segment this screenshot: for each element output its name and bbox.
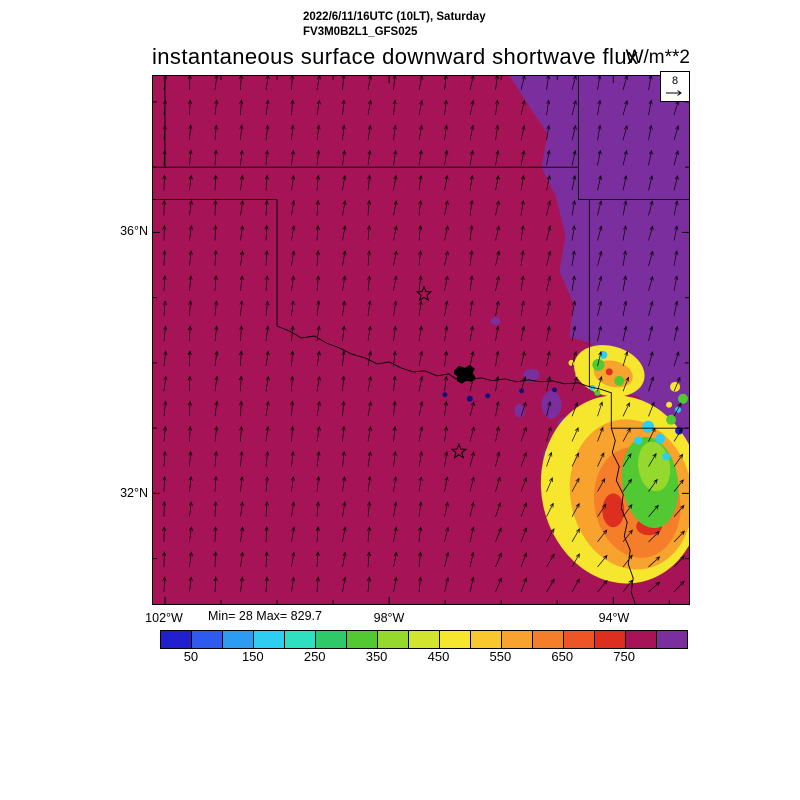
colorbar-segment (533, 631, 564, 648)
sabine-border (610, 428, 636, 604)
units-label: W/m**2 (625, 47, 690, 68)
city-star-marker (415, 285, 433, 302)
map-canvas (152, 75, 690, 605)
colorbar-tick-label: 750 (613, 649, 635, 664)
colorbar-segment (316, 631, 347, 648)
colorbar-tick-label: 50 (183, 649, 199, 664)
lat-label: 36°N (120, 224, 148, 238)
lat-label: 32°N (120, 486, 148, 500)
colorbar-segment (595, 631, 626, 648)
lon-label: 98°W (373, 611, 405, 625)
lakes (442, 387, 557, 402)
lake-texoma (453, 364, 476, 384)
colorbar-segment (223, 631, 254, 648)
axis-ticks (153, 76, 689, 604)
colorbar-segment (192, 631, 223, 648)
colorbar-tick-label: 150 (241, 649, 264, 664)
colorbar-segment (564, 631, 595, 648)
colorbar-tick-label: 550 (489, 649, 512, 664)
colorbar-segment (440, 631, 471, 648)
red-river-border (276, 325, 612, 429)
colorbar-segment (657, 631, 687, 648)
colorbar-segment (409, 631, 440, 648)
colorbar-segment (347, 631, 378, 648)
colorbar-segment (626, 631, 657, 648)
colorbar-segment (471, 631, 502, 648)
city-markers (415, 285, 468, 459)
map-svg (153, 76, 689, 604)
plot-header: 2022/6/11/16UTC (10LT), Saturday FV3M0B2… (303, 10, 486, 39)
cloud-patch-north (568, 345, 645, 397)
colorbar (160, 630, 688, 649)
colorbar-segment (161, 631, 192, 648)
plot-title: instantaneous surface downward shortwave… (152, 44, 639, 69)
clear-sky-region (509, 76, 689, 447)
reference-vector-box: 8 (660, 71, 690, 102)
city-star-marker (450, 442, 468, 459)
colorbar-segment (378, 631, 409, 648)
colorbar-tick-label: 650 (551, 649, 574, 664)
colorbar-segment (502, 631, 533, 648)
colorbar-segment (285, 631, 316, 648)
cloud-specks-east (589, 381, 689, 413)
lon-label: 94°W (598, 611, 630, 625)
minmax-label: Min= 28 Max= 829.7 (208, 609, 322, 623)
lon-label: 102°W (145, 611, 183, 625)
colorbar-tick-label: 350 (365, 649, 388, 664)
reference-arrow-icon (666, 90, 682, 96)
reference-vector-value: 8 (671, 75, 679, 87)
colorbar-tick-label: 450 (427, 649, 450, 664)
valid-time-line: 2022/6/11/16UTC (10LT), Saturday (303, 11, 486, 23)
state-borders (153, 76, 689, 604)
colorbar-tick-label: 250 (303, 649, 326, 664)
model-line: FV3M0B2L1_GFS025 (303, 25, 418, 38)
colorbar-segment (254, 631, 285, 648)
